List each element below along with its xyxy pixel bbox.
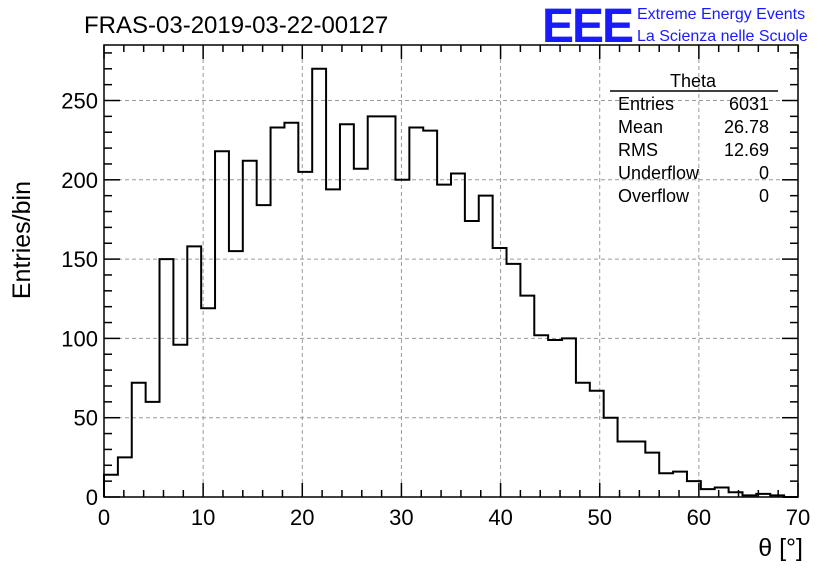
- eee-logo-line1: Extreme Energy Events: [637, 6, 805, 23]
- stats-value: 26.78: [724, 117, 769, 137]
- x-tick-label: 70: [786, 505, 810, 530]
- stats-value: 0: [759, 186, 769, 206]
- chart-title: FRAS-03-2019-03-22-00127: [84, 12, 388, 39]
- axis-ticks: [103, 45, 799, 498]
- eee-logo: EEE Extreme Energy Events La Scienza nel…: [542, 0, 808, 53]
- x-tick-label: 10: [191, 505, 215, 530]
- eee-logo-line2: La Scienza nelle Scuole: [637, 28, 808, 45]
- stats-name: Theta: [670, 71, 717, 91]
- eee-logo-mark: EEE: [542, 0, 633, 53]
- plot-frame: [103, 44, 799, 498]
- x-tick-label: 30: [389, 505, 413, 530]
- stats-value: 0: [759, 163, 769, 183]
- x-tick-label: 50: [587, 505, 611, 530]
- y-tick-label: 250: [61, 89, 98, 114]
- y-tick-label: 200: [61, 168, 98, 193]
- x-tick-label: 0: [98, 505, 110, 530]
- stats-value: 12.69: [724, 140, 769, 160]
- y-tick-label: 50: [74, 406, 98, 431]
- y-tick-label: 100: [61, 326, 98, 351]
- stats-value: 6031: [729, 94, 769, 114]
- stats-label: Entries: [618, 94, 674, 114]
- stats-box: Theta Entries 6031 Mean 26.78 RMS 12.69 Underf…: [610, 71, 778, 206]
- stats-label: Underflow: [618, 163, 700, 183]
- stats-label: Overflow: [618, 186, 690, 206]
- histogram-outline: [103, 67, 798, 498]
- x-tick-label: 20: [290, 505, 314, 530]
- stats-label: Mean: [618, 117, 663, 137]
- y-tick-label: 150: [61, 247, 98, 272]
- x-tick-label: 60: [687, 505, 711, 530]
- y-axis-title: Entries/bin: [8, 181, 36, 299]
- x-tick-labels: 0 10 20 30 40 50 60 70: [98, 505, 810, 530]
- y-tick-label: 0: [86, 485, 98, 510]
- stats-rows: Entries 6031 Mean 26.78 RMS 12.69 Underflow 0 Ov…: [618, 94, 769, 206]
- stats-label: RMS: [618, 140, 658, 160]
- y-tick-labels: 0 50 100 150 200 250: [61, 89, 98, 510]
- grid: [104, 45, 798, 497]
- x-axis-title: θ [°]: [758, 534, 803, 562]
- x-tick-label: 40: [488, 505, 512, 530]
